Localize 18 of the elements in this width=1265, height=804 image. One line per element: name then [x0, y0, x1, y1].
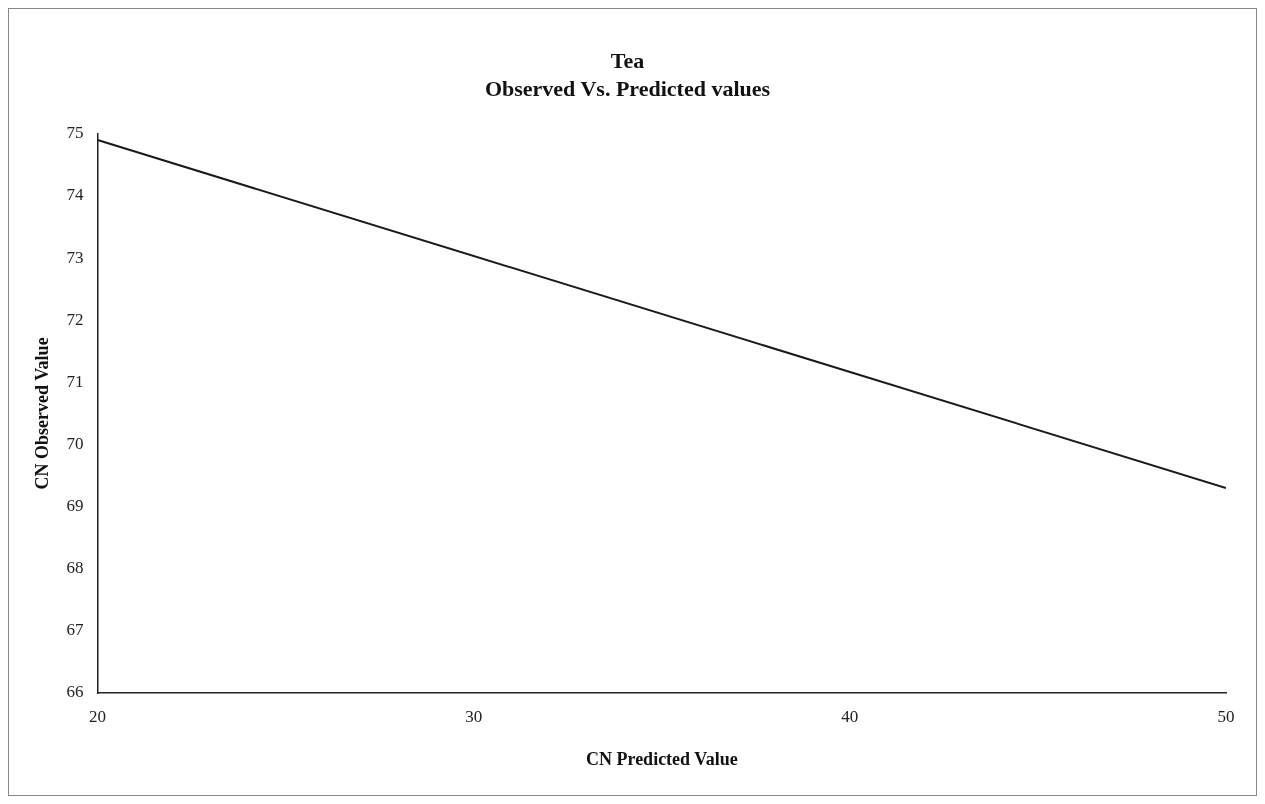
y-tick-label: 74 [66, 185, 85, 205]
x-tick-label: 30 [465, 706, 483, 726]
x-tick-label: 50 [1217, 706, 1235, 726]
y-tick-label: 72 [66, 309, 84, 329]
y-axis-title: CN Observed Value [32, 337, 53, 490]
x-tick-label: 20 [89, 706, 107, 726]
y-tick-label: 73 [66, 247, 84, 267]
y-tick-label: 71 [66, 371, 84, 391]
y-tick-label: 67 [66, 620, 85, 640]
y-tick-label: 69 [66, 496, 84, 516]
chart-title: Tea [610, 47, 645, 73]
y-tick-label: 70 [66, 433, 84, 453]
y-tick-label: 66 [66, 682, 84, 702]
x-tick-label: 40 [841, 706, 859, 726]
chart-subtitle: Observed Vs. Predicted values [484, 76, 771, 102]
y-tick-label: 75 [66, 123, 84, 143]
x-axis-title: CN Predicted Value [585, 748, 738, 769]
y-tick-label: 68 [66, 558, 84, 578]
